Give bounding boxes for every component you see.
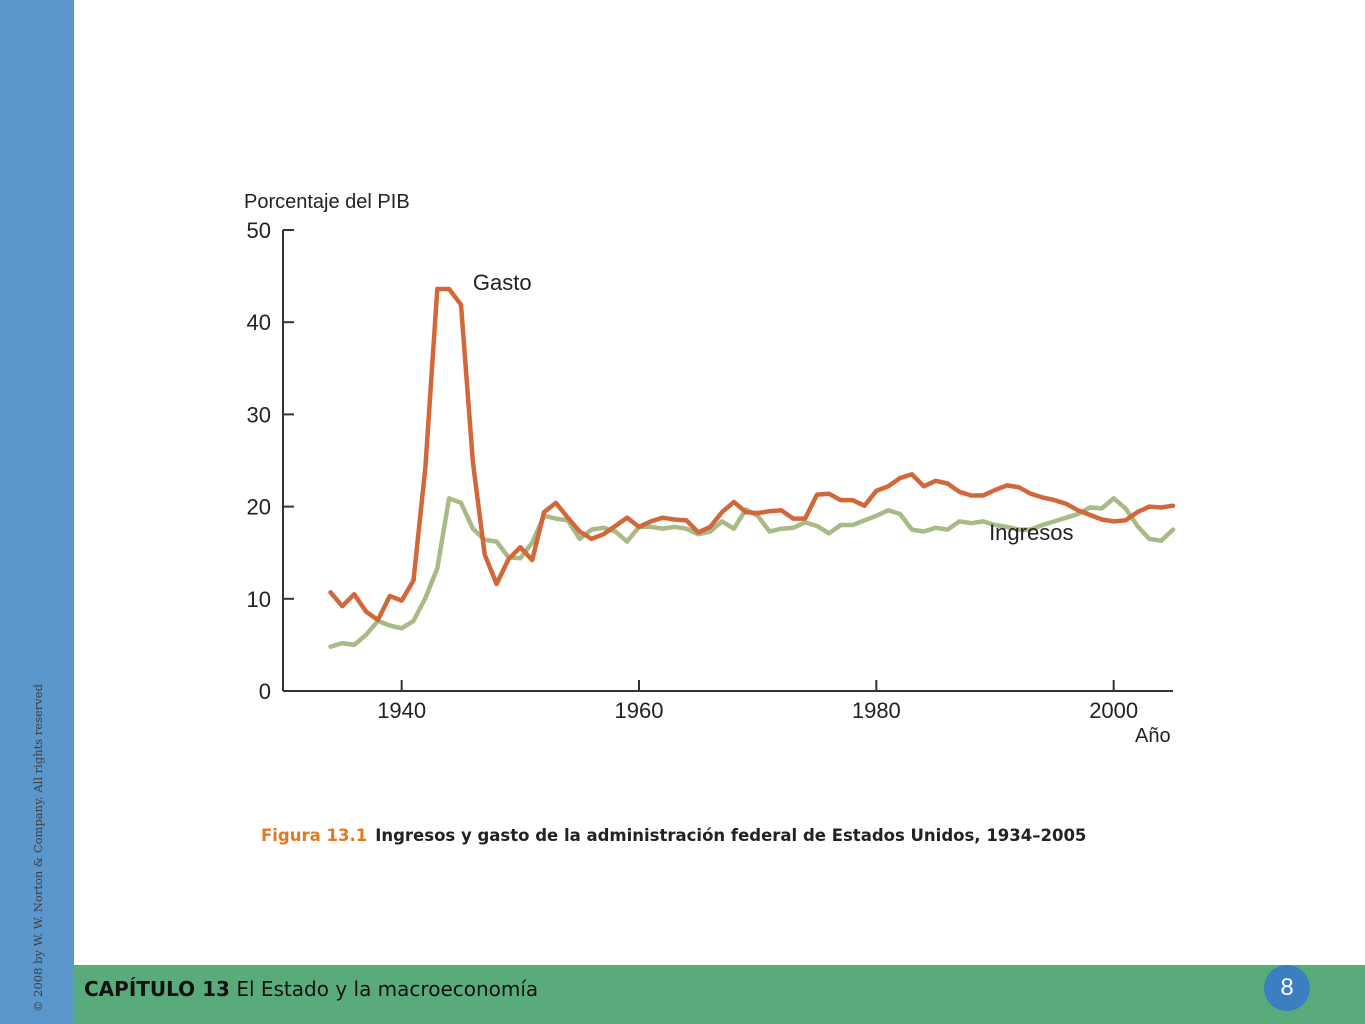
figure-caption: Figura 13.1 Ingresos y gasto de la admini… xyxy=(261,826,1086,845)
y-tick-label: 30 xyxy=(247,402,271,427)
chapter-heading: CAPÍTULO 13 El Estado y la macroeconomía xyxy=(84,977,538,1001)
sidebar: © 2008 by W. W. Norton & Company. All ri… xyxy=(0,0,74,1024)
x-tick-label: 1960 xyxy=(615,698,664,723)
series-label: Gasto xyxy=(473,270,532,295)
line-chart: Porcentaje del PIB Año 0 10 20 30 40 50 1940 19… xyxy=(244,191,1176,747)
figure-caption-text: Ingresos y gasto de la administración fe… xyxy=(375,826,1087,845)
footer-bar: CAPÍTULO 13 El Estado y la macroeconomía… xyxy=(74,965,1365,1024)
figure-label: Figura 13.1 xyxy=(261,826,368,845)
y-tick-label: 20 xyxy=(247,495,271,520)
series-label: Ingresos xyxy=(989,520,1073,545)
annotation-layer: Gasto Ingresos xyxy=(473,270,1074,545)
y-tick-label: 40 xyxy=(247,310,271,335)
y-axis-title: Porcentaje del PIB xyxy=(244,191,410,213)
x-tick-label: 2000 xyxy=(1089,698,1138,723)
x-axis-title: Año xyxy=(1135,725,1171,747)
series-line-gasto xyxy=(328,286,1176,623)
x-tick-label: 1980 xyxy=(852,698,901,723)
chapter-label: CAPÍTULO 13 xyxy=(84,977,230,1001)
axes: 0 10 20 30 40 50 1940 1960 1980 2000 xyxy=(247,218,1173,723)
x-tick-label: 1940 xyxy=(377,698,426,723)
y-tick-label: 10 xyxy=(247,587,271,612)
y-tick-label: 50 xyxy=(247,218,271,243)
chapter-title: El Estado y la macroeconomía xyxy=(236,977,539,1001)
page-number-badge: 8 xyxy=(1264,965,1310,1011)
y-tick-label: 0 xyxy=(259,679,271,704)
series-layer xyxy=(328,286,1176,649)
